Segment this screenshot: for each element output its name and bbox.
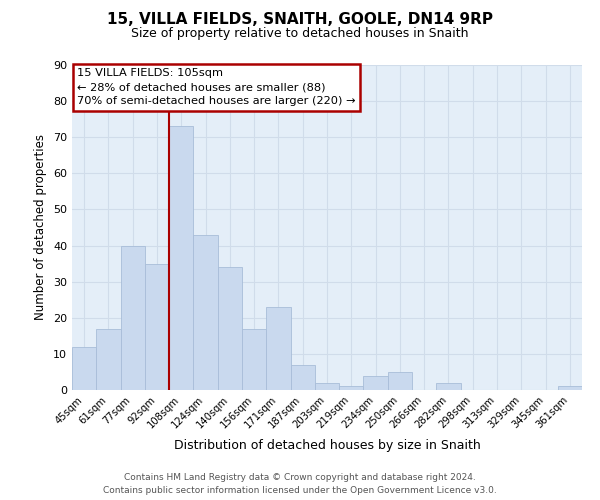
Bar: [339, 386, 364, 390]
Y-axis label: Number of detached properties: Number of detached properties: [34, 134, 47, 320]
Text: Contains HM Land Registry data © Crown copyright and database right 2024.
Contai: Contains HM Land Registry data © Crown c…: [103, 474, 497, 495]
Bar: [96, 328, 121, 390]
Bar: [193, 234, 218, 390]
Bar: [169, 126, 193, 390]
X-axis label: Distribution of detached houses by size in Snaith: Distribution of detached houses by size …: [173, 439, 481, 452]
Text: 15 VILLA FIELDS: 105sqm
← 28% of detached houses are smaller (88)
70% of semi-de: 15 VILLA FIELDS: 105sqm ← 28% of detache…: [77, 68, 356, 106]
Bar: [558, 386, 582, 390]
Text: Size of property relative to detached houses in Snaith: Size of property relative to detached ho…: [131, 28, 469, 40]
Bar: [242, 328, 266, 390]
Bar: [145, 264, 169, 390]
Bar: [218, 267, 242, 390]
Bar: [364, 376, 388, 390]
Bar: [121, 246, 145, 390]
Bar: [436, 383, 461, 390]
Bar: [315, 383, 339, 390]
Bar: [266, 307, 290, 390]
Bar: [388, 372, 412, 390]
Bar: [290, 364, 315, 390]
Bar: [72, 346, 96, 390]
Text: 15, VILLA FIELDS, SNAITH, GOOLE, DN14 9RP: 15, VILLA FIELDS, SNAITH, GOOLE, DN14 9R…: [107, 12, 493, 28]
